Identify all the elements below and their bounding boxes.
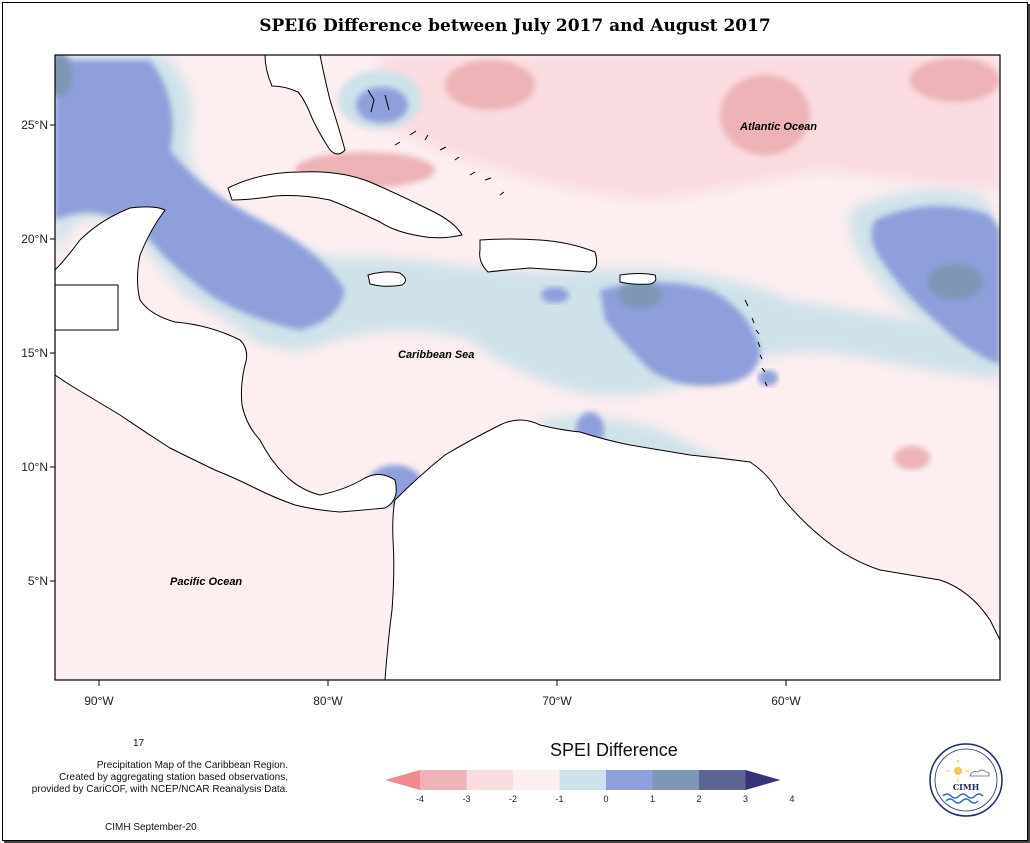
- caption-credit: CIMH September-20: [105, 822, 197, 833]
- logo-text: CIMH: [953, 782, 980, 792]
- caption-line: Created by aggregating station based obs…: [58, 772, 288, 783]
- legend-tick-label: -1: [555, 794, 563, 804]
- hispaniola-land: [479, 238, 598, 273]
- caption-line: provided by CariCOF, with NCEP/NCAR Rean…: [31, 784, 288, 795]
- sun-icon: [947, 760, 969, 782]
- cimh-logo: CIMH: [929, 743, 1003, 817]
- legend-swatch: [559, 770, 606, 790]
- legend-tick-label: 3: [743, 794, 748, 804]
- lat-tick-label: 25°N: [21, 118, 48, 132]
- lon-axis: [98, 680, 787, 686]
- atlantic-ocean-label: Atlantic Ocean: [739, 121, 817, 133]
- lon-tick-label: 80°W: [313, 694, 343, 708]
- lon-tick-label: 90°W: [84, 694, 114, 708]
- legend-tick-label: 0: [603, 794, 608, 804]
- lat-tick-label: 15°N: [21, 346, 48, 360]
- legend-colorbar: -4 -3 -2 -1 0 1 2 3 4: [385, 770, 795, 804]
- legend-title: SPEI Difference: [550, 740, 678, 760]
- caption-text: Precipitation Map of the Caribbean Regio…: [8, 760, 288, 796]
- legend-tick-label: 2: [696, 794, 701, 804]
- land-masses: [55, 55, 1000, 680]
- legend-arrow-high: [745, 770, 781, 790]
- caribbean-sea-label: Caribbean Sea: [398, 349, 474, 361]
- legend-tick-label: -2: [509, 794, 517, 804]
- lat-tick-label: 20°N: [21, 232, 48, 246]
- legend-tick-label: -3: [462, 794, 470, 804]
- jamaica-land: [367, 271, 406, 287]
- lat-tick-label: 5°N: [28, 574, 48, 588]
- legend-swatch: [420, 770, 467, 790]
- map-title: SPEI6 Difference between July 2017 and A…: [259, 16, 771, 36]
- legend-swatch: [466, 770, 513, 790]
- wave-icon: [942, 793, 984, 804]
- lon-tick-label: 70°W: [542, 694, 572, 708]
- legend-arrow-low: [385, 770, 420, 790]
- south-america-land: [384, 419, 1000, 680]
- legend-swatch: [652, 770, 699, 790]
- pacific-ocean-label: Pacific Ocean: [170, 576, 242, 588]
- legend-tick-label: -4: [416, 794, 424, 804]
- small-islands: [367, 89, 768, 387]
- legend-swatch: [606, 770, 653, 790]
- legend-swatch: [699, 770, 746, 790]
- caption-line: Precipitation Map of the Caribbean Regio…: [96, 760, 288, 771]
- lon-tick-label: 60°W: [771, 694, 801, 708]
- central-america-land: [55, 206, 397, 513]
- legend-swatch: [513, 770, 560, 790]
- plot-border: [54, 54, 1001, 681]
- cuba-land: [227, 171, 463, 239]
- cloud-icon: [969, 769, 990, 777]
- lat-tick-label: 10°N: [21, 460, 48, 474]
- puerto-rico-land: [619, 273, 657, 285]
- legend-tick-label: 4: [789, 794, 794, 804]
- legend-tick-label: 1: [650, 794, 655, 804]
- florida-land: [264, 55, 346, 155]
- lat-axis: [50, 124, 55, 582]
- yucatan-west-land: [55, 284, 119, 331]
- caption-number: 17: [133, 738, 145, 749]
